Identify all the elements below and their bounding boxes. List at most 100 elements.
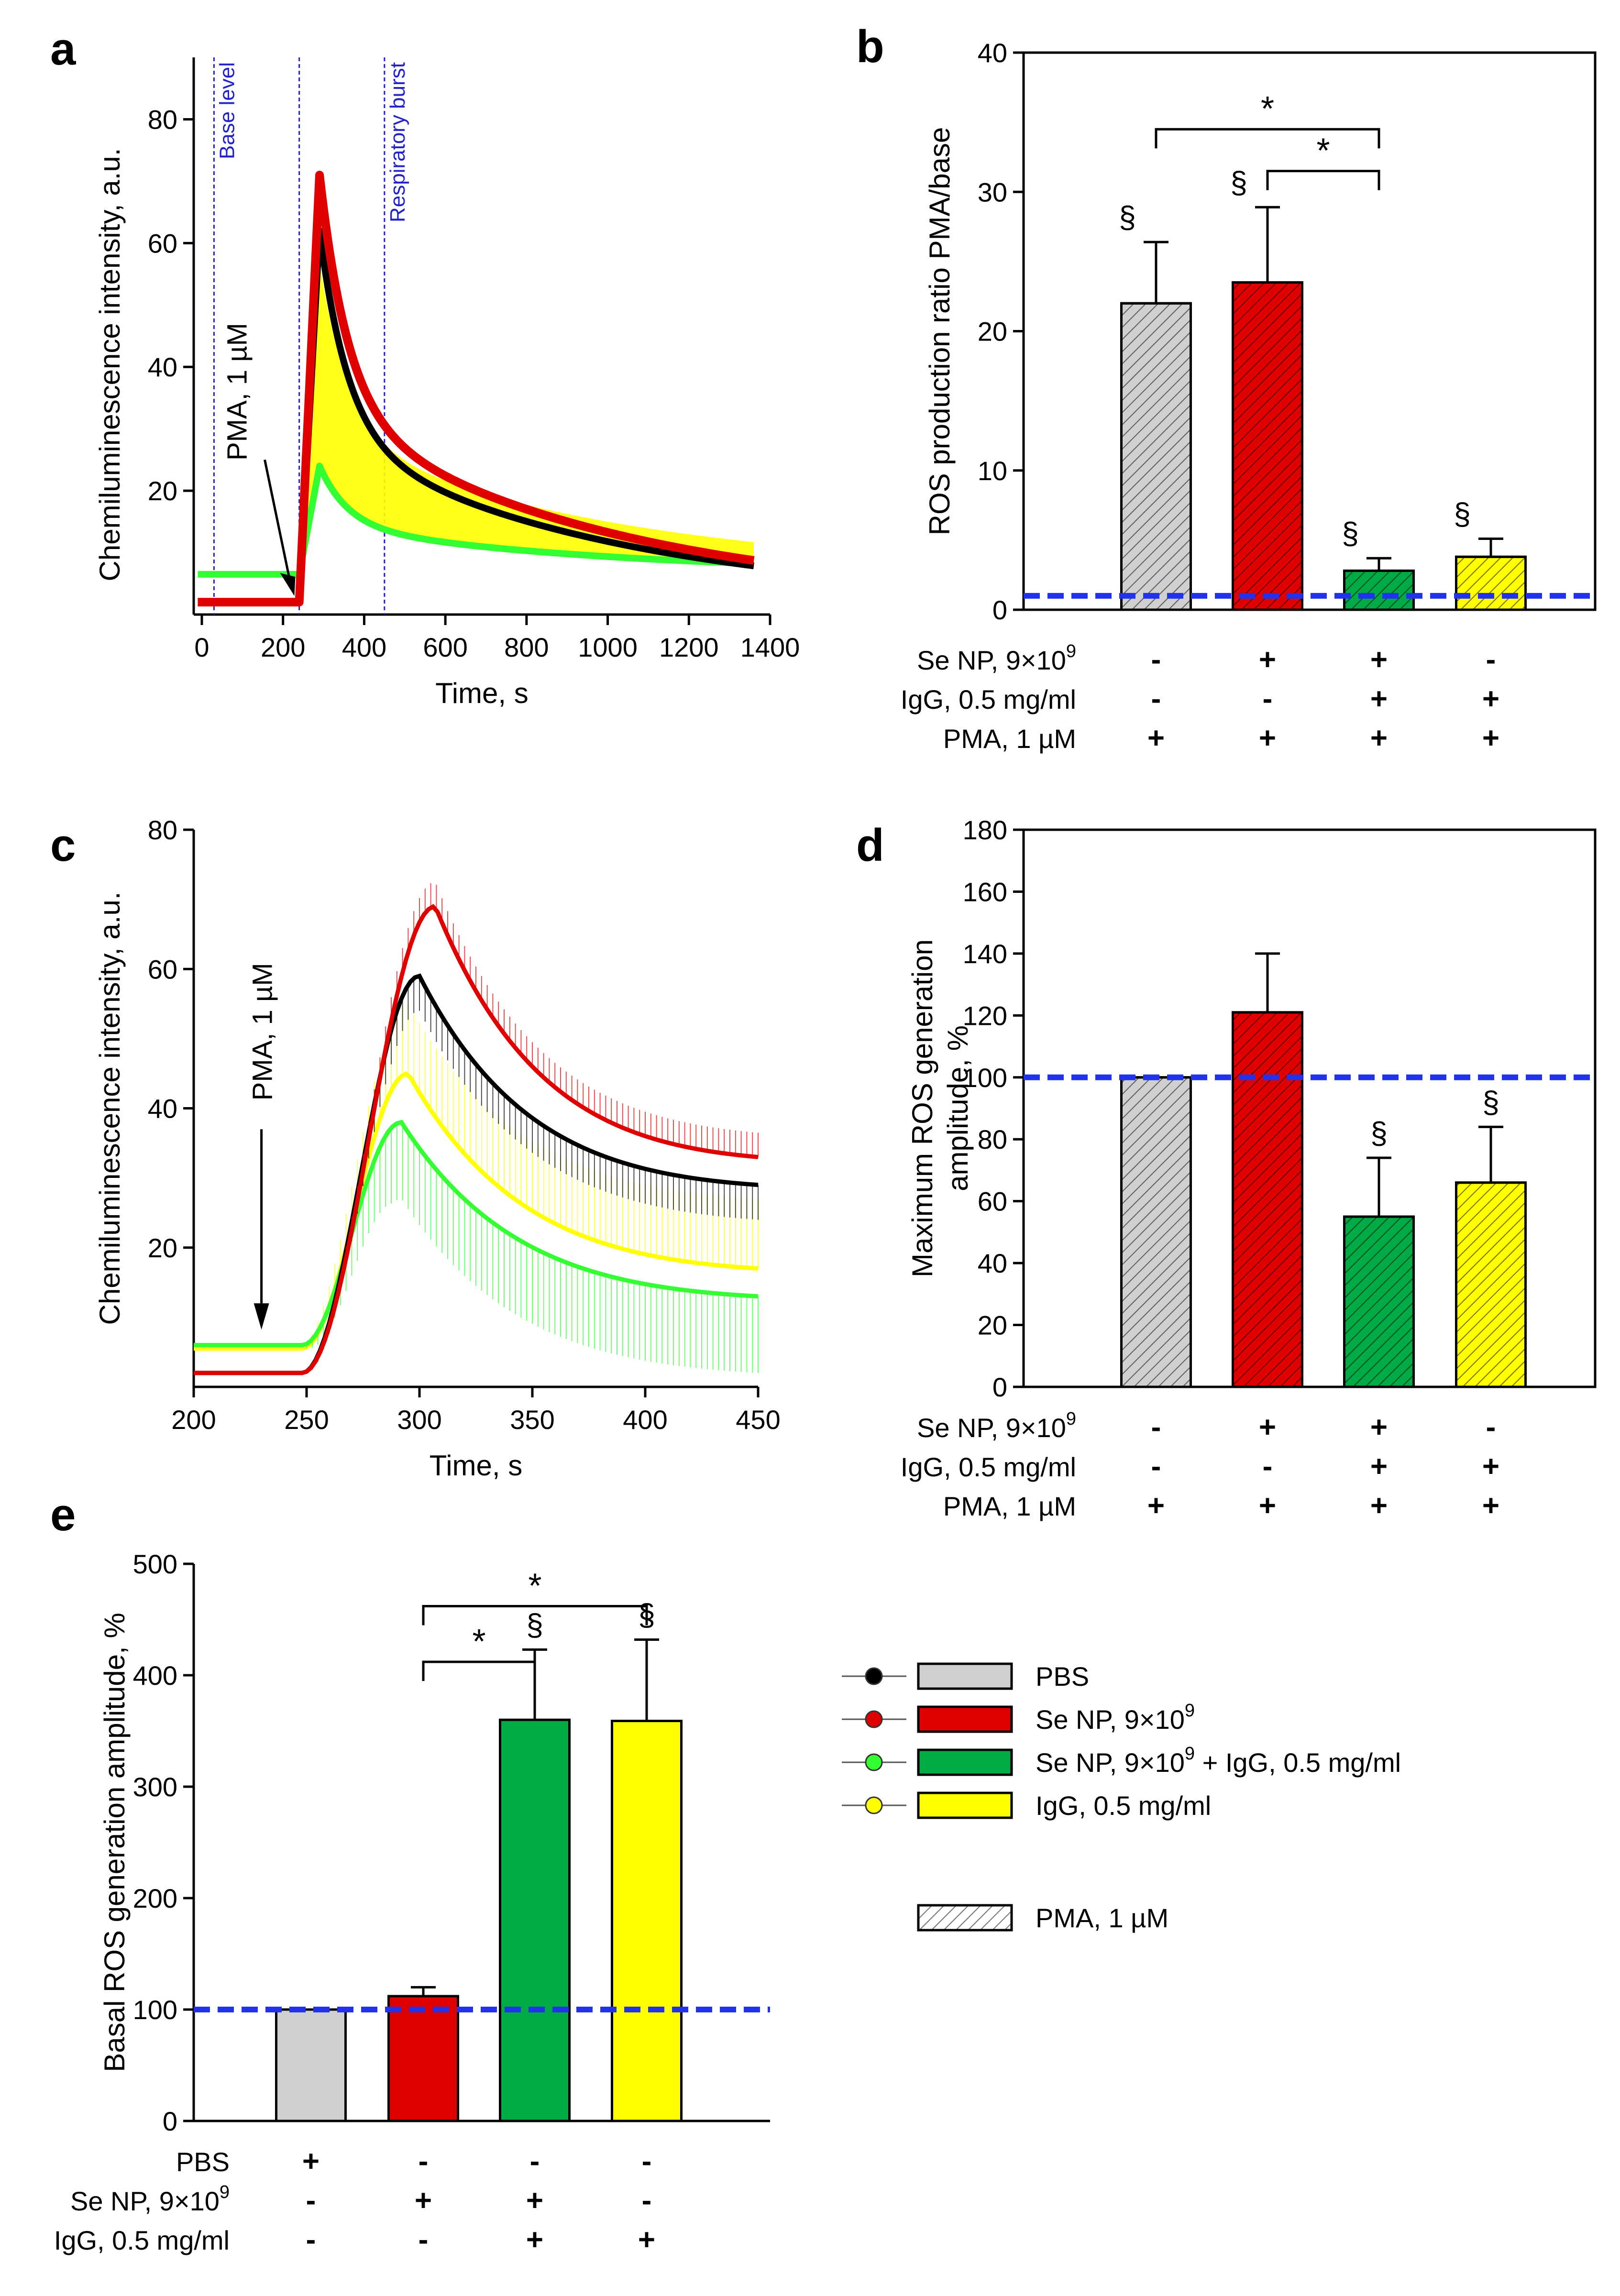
condition-sign: + bbox=[1370, 1411, 1388, 1444]
significance-marker: § bbox=[1119, 200, 1136, 234]
x-tick-label: 250 bbox=[284, 1405, 329, 1435]
x-tick-label: 1200 bbox=[659, 632, 719, 662]
legend-swatch bbox=[917, 1791, 1013, 1819]
bar-0 bbox=[275, 2008, 347, 2122]
legend-marker bbox=[865, 1753, 883, 1771]
condition-row-label: PBS bbox=[176, 2147, 230, 2177]
legend-marker bbox=[865, 1710, 883, 1728]
condition-row-label-superscript: 9 bbox=[1066, 1409, 1076, 1429]
trace-red bbox=[195, 170, 756, 607]
significance-star: * bbox=[1316, 132, 1330, 170]
y-tick-label: 40 bbox=[148, 352, 177, 382]
pma-arrow-shaft bbox=[264, 459, 293, 587]
x-tick-label: 0 bbox=[194, 632, 209, 662]
condition-sign: - bbox=[419, 2223, 429, 2256]
panel-letter-c: c bbox=[50, 820, 76, 871]
y-tick-label: 40 bbox=[148, 1094, 177, 1124]
condition-sign: + bbox=[1370, 682, 1388, 715]
y-tick-label: 100 bbox=[133, 1995, 177, 2025]
legend-hatch-swatch bbox=[917, 1904, 1013, 1932]
y-tick-label: 120 bbox=[963, 1000, 1007, 1031]
y-axis-title: Basal ROS generation amplitude, % bbox=[99, 1613, 131, 2072]
condition-row-label: PMA, 1 µM bbox=[943, 1491, 1076, 1521]
pma-arrow-head bbox=[280, 573, 296, 596]
condition-sign: + bbox=[526, 2223, 543, 2256]
legend-label-superscript: 9 bbox=[1185, 1701, 1195, 1721]
significance-bracket bbox=[1155, 128, 1380, 149]
condition-row-label-text: PMA, 1 µM bbox=[943, 724, 1076, 754]
condition-sign: - bbox=[1151, 682, 1161, 715]
y-tick-label: 80 bbox=[148, 104, 177, 134]
condition-row-label-text: PBS bbox=[176, 2147, 230, 2177]
condition-sign: - bbox=[1486, 1411, 1496, 1444]
y-tick-label: 20 bbox=[978, 1310, 1007, 1340]
x-tick-label: 450 bbox=[736, 1405, 780, 1435]
y-tick-label: 180 bbox=[963, 815, 1007, 845]
condition-sign: - bbox=[419, 2145, 429, 2178]
condition-row-label-text: PMA, 1 µM bbox=[943, 1491, 1076, 1521]
legend-label: Se NP, 9×109 + IgG, 0.5 mg/ml bbox=[1036, 1744, 1401, 1778]
pma-annotation: PMA, 1 µM bbox=[221, 323, 253, 461]
significance-star: * bbox=[528, 1567, 541, 1605]
y-tick-label: 30 bbox=[978, 177, 1007, 207]
condition-sign: - bbox=[1263, 1450, 1273, 1483]
y-tick-label: 0 bbox=[992, 1372, 1007, 1402]
legend-label-text: Se NP, 9×10 bbox=[1036, 1747, 1185, 1778]
condition-sign: - bbox=[1151, 1411, 1161, 1444]
y-tick-label: 200 bbox=[133, 1883, 177, 1913]
condition-row-label: IgG, 0.5 mg/ml bbox=[901, 1452, 1076, 1482]
panel-letter-e: e bbox=[50, 1489, 76, 1540]
condition-sign: + bbox=[1370, 1450, 1388, 1483]
y-tick-label: 300 bbox=[133, 1772, 177, 1802]
plot-frame bbox=[1022, 51, 1597, 611]
bar-3 bbox=[611, 1720, 683, 2122]
legend-label-superscript: 9 bbox=[1185, 1744, 1195, 1764]
condition-sign: - bbox=[306, 2184, 316, 2217]
condition-row-label: IgG, 0.5 mg/ml bbox=[54, 2225, 230, 2255]
y-axis-title: ROS production ratio PMA/base bbox=[924, 127, 956, 536]
significance-bracket bbox=[1266, 170, 1380, 190]
y-tick-label: 60 bbox=[148, 228, 177, 258]
panel-letter-d: d bbox=[856, 820, 884, 871]
pma-arrow-head bbox=[253, 1303, 269, 1330]
x-tick-label: 400 bbox=[342, 632, 386, 662]
condition-sign: + bbox=[1482, 1489, 1499, 1522]
legend-marker bbox=[865, 1667, 883, 1685]
x-tick-label: 350 bbox=[510, 1405, 554, 1435]
condition-sign: + bbox=[415, 2184, 432, 2217]
condition-row-label-text: IgG, 0.5 mg/ml bbox=[54, 2225, 230, 2255]
condition-sign: - bbox=[642, 2184, 652, 2217]
error-bars-black bbox=[311, 976, 759, 1370]
bar-hatch-1 bbox=[1232, 281, 1303, 611]
x-tick-label: 300 bbox=[397, 1405, 441, 1435]
condition-sign: - bbox=[306, 2223, 316, 2256]
legend-swatch bbox=[917, 1748, 1013, 1776]
x-axis-title: Time, s bbox=[435, 677, 528, 709]
condition-row-label-superscript: 9 bbox=[220, 2182, 230, 2202]
significance-marker: § bbox=[1482, 1085, 1499, 1119]
condition-sign: + bbox=[1147, 722, 1165, 755]
panel-b-ros-ratio-bars: 0 10 20 30 40 § § § § * * ROS production ratio PMA/… bbox=[901, 38, 1597, 755]
y-tick-label: 0 bbox=[992, 595, 1007, 625]
significance-marker: § bbox=[1230, 165, 1247, 199]
bar-hatch-3 bbox=[1455, 1181, 1527, 1388]
significance-star: * bbox=[472, 1623, 485, 1661]
condition-sign: + bbox=[1482, 1450, 1499, 1483]
x-tick-label: 200 bbox=[261, 632, 305, 662]
y-tick-label: 40 bbox=[978, 1248, 1007, 1278]
condition-sign: + bbox=[638, 2223, 655, 2256]
y-tick-label: 60 bbox=[148, 954, 177, 984]
igg-trace-band bbox=[198, 262, 754, 574]
x-tick-label: 1400 bbox=[740, 632, 800, 662]
y-tick-label: 20 bbox=[978, 317, 1007, 347]
bar-hatch-3 bbox=[1455, 555, 1527, 611]
y-tick-label: 100 bbox=[963, 1063, 1007, 1093]
significance-bracket bbox=[422, 1660, 536, 1681]
condition-sign: + bbox=[1370, 1489, 1388, 1522]
significance-bracket bbox=[422, 1605, 648, 1626]
plot-frame bbox=[1022, 828, 1597, 1388]
significance-star: * bbox=[1261, 90, 1274, 128]
condition-sign: - bbox=[530, 2145, 540, 2178]
y-axis-title-line-2: amplitude, % bbox=[942, 1025, 974, 1191]
